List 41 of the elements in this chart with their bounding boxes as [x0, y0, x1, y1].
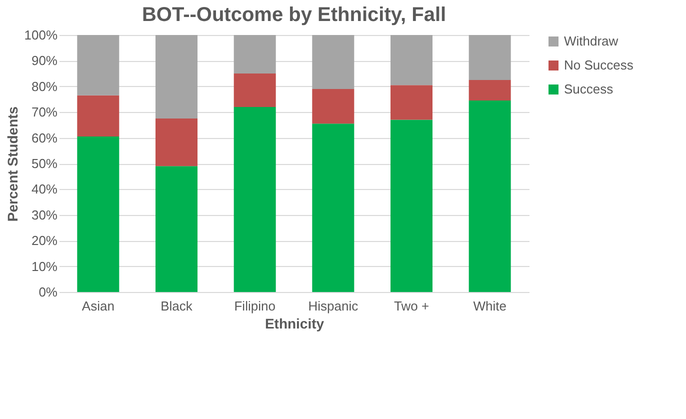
bar [312, 88, 354, 124]
legend-label: Success [564, 82, 614, 96]
y-axis-title: Percent Students [4, 106, 20, 222]
x-tick-label: Hispanic [308, 298, 359, 314]
y-tick-label: 50% [31, 156, 58, 171]
x-tick-label: Filipino [234, 298, 276, 314]
y-tick-label: 10% [31, 258, 58, 274]
chart-title: BOT--Outcome by Ethnicity, Fall [142, 4, 446, 26]
y-tick-label: 20% [31, 233, 58, 248]
bar [77, 95, 120, 137]
x-tick-label: White [473, 298, 506, 314]
bar [156, 118, 198, 166]
bar [312, 35, 354, 89]
y-tick-label: 100% [24, 28, 58, 42]
y-tick-label: 80% [31, 78, 58, 94]
bar [156, 35, 198, 119]
legend-label: Withdraw [564, 34, 619, 48]
bar [77, 136, 120, 292]
bar [312, 124, 354, 292]
bar [156, 166, 198, 292]
x-tick-label: Asian [82, 298, 114, 314]
x-tick-label: Two + [394, 298, 430, 314]
bar [468, 100, 511, 292]
bar [390, 85, 432, 120]
bar [234, 35, 276, 74]
x-tick-label: Black [160, 298, 193, 314]
x-axis-title: Ethnicity [264, 316, 324, 332]
legend-label: No Success [564, 58, 634, 72]
y-tick-label: 60% [31, 130, 58, 146]
bar [390, 35, 432, 86]
bar [77, 35, 120, 96]
bar [468, 80, 511, 101]
bar [234, 106, 276, 292]
bar [234, 74, 276, 107]
y-tick-label: 0% [38, 284, 58, 300]
y-tick-label: 30% [31, 207, 58, 222]
bar [390, 120, 432, 292]
y-tick-label: 70% [31, 104, 58, 120]
bar [468, 35, 511, 80]
y-tick-label: 90% [31, 53, 58, 68]
y-tick-label: 40% [31, 182, 58, 197]
